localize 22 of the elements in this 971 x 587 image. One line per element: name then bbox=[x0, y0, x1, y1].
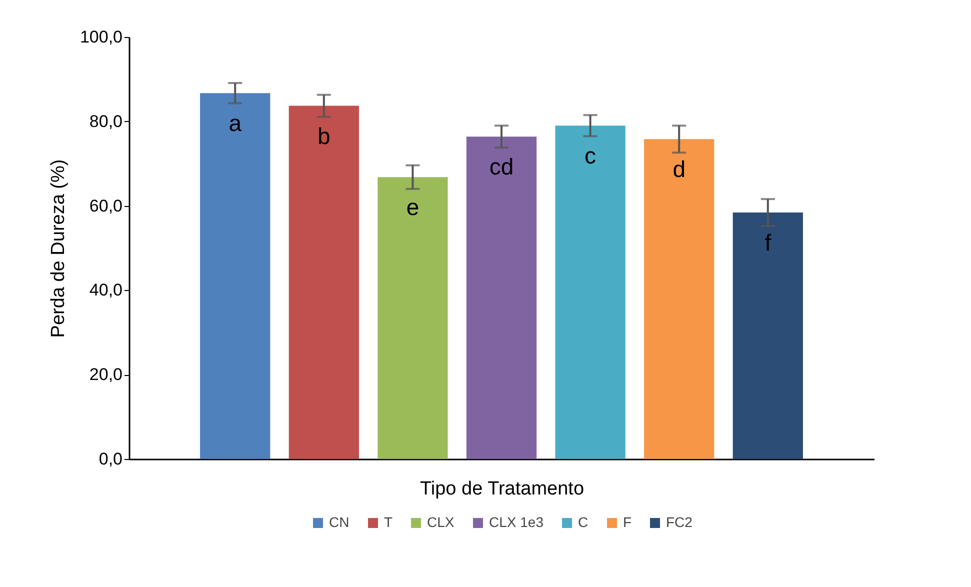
data-label: e bbox=[406, 194, 420, 220]
x-axis-title: Tipo de Tratamento bbox=[420, 478, 584, 500]
data-label: d bbox=[672, 156, 686, 182]
legend-label: CLX 1e3 bbox=[489, 514, 544, 530]
y-tick-label: 80,0 bbox=[89, 112, 122, 131]
data-label: f bbox=[764, 230, 772, 256]
legend-label: FC2 bbox=[666, 514, 693, 530]
y-tick-label: 40,0 bbox=[89, 280, 122, 300]
data-label: a bbox=[228, 110, 242, 136]
legend-label: T bbox=[384, 514, 393, 530]
y-tick-label: 20,0 bbox=[89, 365, 122, 384]
legend-label: C bbox=[578, 514, 588, 530]
legend-label: CLX bbox=[427, 514, 455, 530]
y-axis-title: Perda de Dureza (%) bbox=[48, 159, 69, 338]
y-tick-label: 60,0 bbox=[89, 196, 122, 216]
data-label: b bbox=[318, 122, 330, 149]
legend-label: F bbox=[623, 514, 632, 530]
data-label: c bbox=[584, 142, 596, 169]
y-tick-label: 0,0 bbox=[98, 450, 122, 468]
y-tick-label: 100,0 bbox=[80, 28, 122, 46]
legend-label: CN bbox=[329, 514, 350, 530]
data-label: cd bbox=[489, 154, 514, 180]
